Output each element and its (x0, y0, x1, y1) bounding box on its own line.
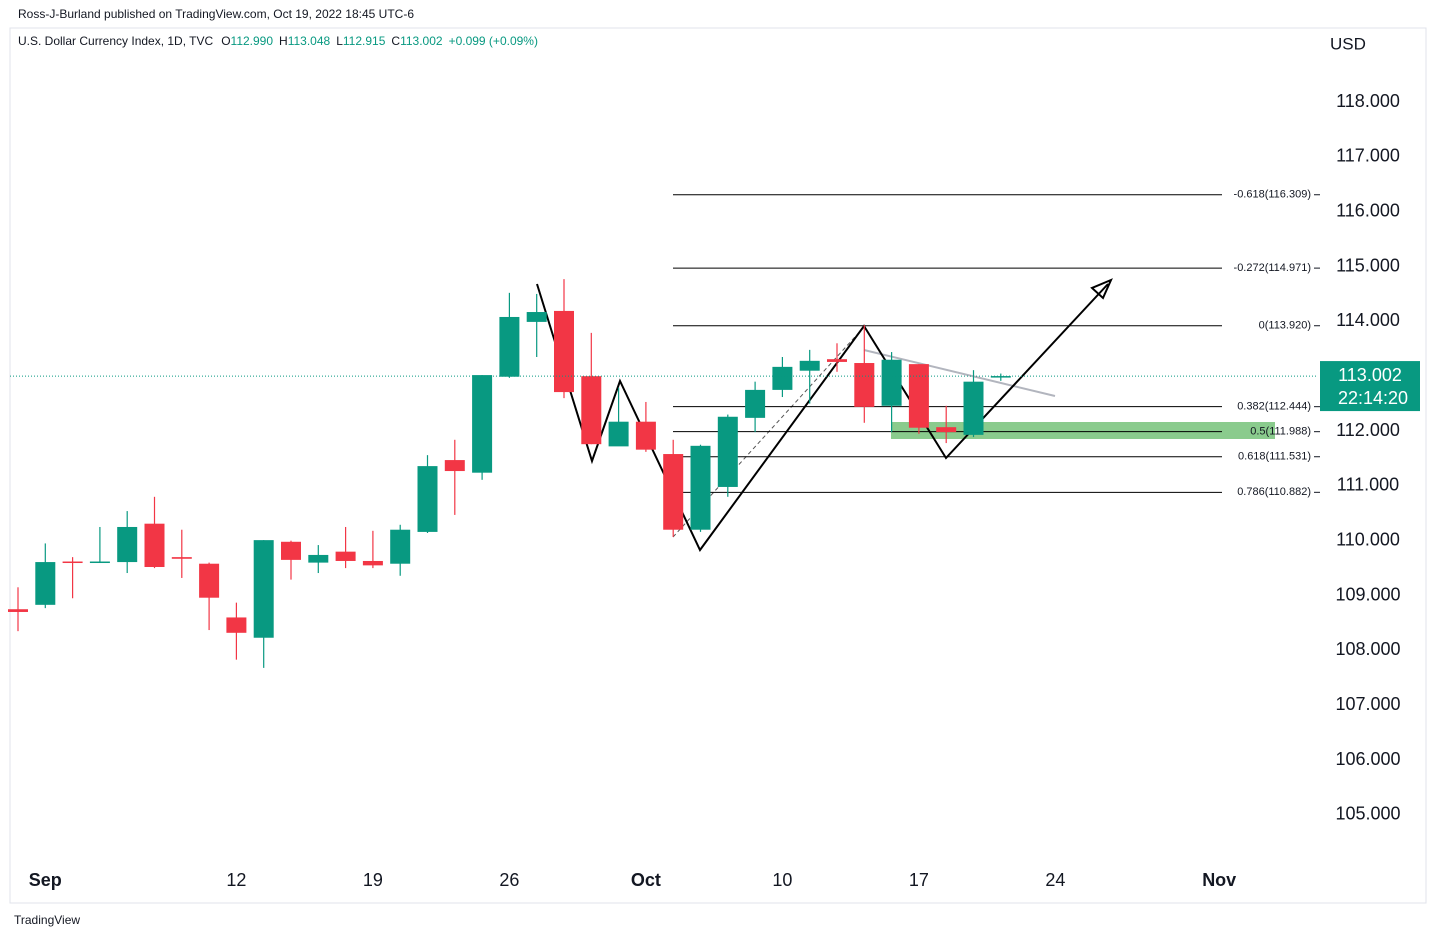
drawings (536, 278, 1275, 552)
x-tick-label: 19 (363, 870, 383, 890)
y-tick-label: 117.000 (1336, 146, 1400, 166)
ohlc-label: C (391, 34, 400, 48)
y-tick-label: 108.000 (1335, 639, 1400, 659)
candle-body (281, 541, 301, 560)
candle-body (199, 563, 220, 598)
price-label: 113.002 (1338, 365, 1402, 385)
candle-body (745, 389, 766, 418)
x-tick-label: 24 (1045, 870, 1065, 890)
candle-body (936, 427, 957, 433)
symbol: U.S. Dollar Currency Index, 1D, TVC (18, 34, 214, 48)
candle-body (226, 617, 247, 633)
arrow-head (1090, 278, 1113, 300)
x-tick-label: 26 (499, 870, 519, 890)
y-tick-label: 107.000 (1335, 694, 1400, 714)
fib-label: 0.618(111.531) (1238, 451, 1311, 463)
candle-body (799, 360, 820, 371)
y-tick-label: 111.000 (1337, 475, 1399, 495)
candle-body (608, 421, 629, 447)
x-tick-label: 10 (772, 870, 792, 890)
fib-label: 0.382(112.444) (1237, 401, 1311, 413)
candle-body (117, 526, 138, 563)
ohlc-value: 113.048 (288, 34, 331, 48)
ohlc-value: 112.990 (231, 34, 274, 48)
y-tick-label: 109.000 (1335, 584, 1400, 604)
candle-body (144, 523, 165, 568)
candle-body (417, 466, 438, 532)
fib-label: 0.786(110.882) (1237, 486, 1311, 498)
x-tick-label: 12 (226, 870, 246, 890)
ohlc-label: H (279, 34, 288, 48)
change: +0.099 (+0.09%) (449, 34, 538, 48)
candle-body (362, 560, 383, 566)
y-tick-label: 112.000 (1336, 420, 1400, 440)
candle-body (390, 529, 411, 564)
candle-body (717, 416, 738, 487)
legend-header: U.S. Dollar Currency Index, 1D, TVC O112.… (18, 34, 538, 48)
fib-label: 0(113.920) (1259, 320, 1311, 332)
candle-body (499, 316, 520, 377)
candle-body (444, 460, 465, 472)
ohlc-value: 113.002 (400, 34, 443, 48)
ohlc-value: 112.915 (343, 34, 386, 48)
y-tick-label: 116.000 (1336, 200, 1400, 220)
candle-body (690, 445, 711, 530)
fib-label: -0.272(114.971) (1234, 262, 1311, 274)
legend-text: U.S. Dollar Currency Index, 1D, TVC O112.… (18, 34, 538, 48)
candle-body (472, 375, 493, 473)
x-tick-label: Nov (1202, 870, 1236, 890)
x-tick-label: 17 (909, 870, 929, 890)
candle-body (335, 551, 356, 561)
candle-body (854, 363, 875, 407)
y-tick-label: 105.000 (1335, 804, 1400, 824)
candle-body (8, 609, 28, 612)
countdown: 22:14:20 (1338, 388, 1408, 408)
x-tick-label: Sep (29, 870, 62, 890)
candle-body (171, 557, 192, 559)
ohlc-label: O (221, 34, 230, 48)
pattern-path (536, 283, 1109, 552)
y-tick-label: 118.000 (1336, 91, 1400, 111)
candle-body (62, 561, 83, 564)
candle-body (963, 381, 984, 435)
support-zone (891, 422, 1275, 439)
candle-body (881, 359, 902, 406)
candle-body (526, 312, 547, 322)
x-tick-label: Oct (631, 870, 661, 890)
trend-line (863, 349, 1056, 397)
y-tick-label: 106.000 (1335, 749, 1400, 769)
y-tick-label: 114.000 (1336, 310, 1400, 330)
candle-body (908, 364, 929, 428)
candle-body (827, 359, 847, 362)
axis-unit: USD (1330, 34, 1366, 53)
candle-body (89, 561, 110, 564)
price-label-box (1320, 361, 1420, 412)
candle-body (308, 554, 329, 563)
y-tick-label: 115.000 (1336, 255, 1400, 275)
candle-body (663, 454, 684, 530)
fib-label: -0.618(116.309) (1234, 189, 1311, 201)
candle-body (35, 562, 56, 605)
fib-label: 0.5(111.988) (1250, 426, 1311, 438)
y-tick-label: 110.000 (1336, 529, 1400, 549)
candle-body (581, 376, 602, 445)
brand: TradingView (14, 913, 80, 927)
candle-body (990, 376, 1011, 378)
candle-body (772, 366, 793, 390)
candle-body (554, 310, 574, 393)
candle-body (253, 540, 274, 638)
candle-body (635, 421, 656, 450)
ohlc-label: L (336, 34, 343, 48)
published-note: Ross-J-Burland published on TradingView.… (18, 7, 414, 21)
